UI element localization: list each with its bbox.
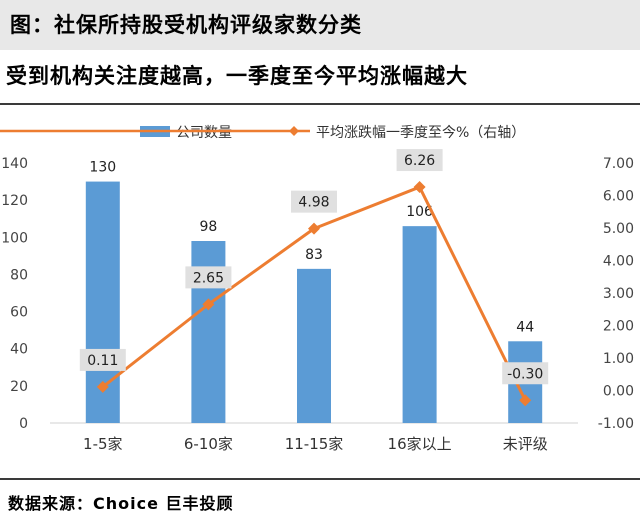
bar-series bbox=[85, 181, 543, 423]
left-tick-label: 140 bbox=[1, 156, 28, 172]
category-axis: 1-5家 6-10家 11-15家 16家以上 未评级 bbox=[83, 435, 548, 453]
bar-value-label: 98 bbox=[199, 219, 217, 235]
bar-value-label: 106 bbox=[406, 204, 433, 220]
bar bbox=[402, 226, 437, 423]
line-label-box bbox=[396, 149, 443, 172]
line-marker bbox=[202, 298, 215, 311]
source-note: 数据来源：Choice 巨丰投顾 bbox=[8, 494, 234, 513]
category-label: 1-5家 bbox=[83, 435, 123, 453]
line-value-labels: 0.11 2.65 4.98 6.26 -0.30 bbox=[79, 149, 549, 385]
figure-title: 图：社保所持股受机构评级家数分类 bbox=[10, 13, 362, 37]
legend-label-bars: 公司数量 bbox=[176, 125, 232, 141]
left-tick-label: 40 bbox=[10, 342, 28, 358]
left-tick-label: 60 bbox=[10, 305, 28, 321]
bar-value-label: 44 bbox=[516, 319, 534, 335]
chart-legend: 公司数量 平均涨跌幅一季度至今%（右轴） bbox=[0, 125, 525, 141]
line-value-label: 2.65 bbox=[193, 270, 224, 286]
category-label: 未评级 bbox=[503, 435, 548, 453]
line-value-label: 4.98 bbox=[298, 195, 329, 211]
right-tick-label: 2.00 bbox=[603, 319, 634, 335]
legend-marker-line bbox=[289, 126, 299, 136]
category-label: 6-10家 bbox=[184, 435, 233, 453]
line-label-box bbox=[79, 348, 126, 371]
line-marker bbox=[308, 222, 320, 235]
legend-label-line: 平均涨跌幅一季度至今%（右轴） bbox=[316, 125, 525, 141]
line-value-label: -0.30 bbox=[507, 366, 543, 382]
left-tick-label: 80 bbox=[10, 267, 28, 283]
left-axis: 0 20 40 60 80 100 120 140 bbox=[1, 156, 28, 432]
header-bar: 图：社保所持股受机构评级家数分类 bbox=[0, 0, 640, 50]
line-marker bbox=[413, 181, 426, 194]
combo-chart: 公司数量 平均涨跌幅一季度至今%（右轴） 020406080100120140 … bbox=[0, 125, 634, 453]
line-value-label: 0.11 bbox=[87, 353, 118, 369]
left-tick-label: 0 bbox=[19, 416, 28, 432]
right-axis: -1.00 0.00 1.00 2.00 3.00 4.00 5.00 6.00 7.00 bbox=[598, 156, 634, 432]
right-tick-label: 4.00 bbox=[603, 254, 634, 270]
right-tick-label: 0.00 bbox=[603, 384, 634, 400]
left-tick-label: 100 bbox=[1, 230, 28, 246]
right-tick-label: 3.00 bbox=[603, 286, 634, 302]
bar-value-label: 83 bbox=[305, 247, 323, 263]
line-label-box bbox=[291, 190, 337, 213]
right-tick-label: 5.00 bbox=[603, 221, 634, 237]
right-tick-label: -1.00 bbox=[598, 416, 634, 432]
bar-value-labels: 130 98 83 106 44 bbox=[89, 160, 534, 336]
left-tick-label: 20 bbox=[10, 379, 28, 395]
subtitle-divider bbox=[0, 103, 640, 105]
bar-value-label: 130 bbox=[89, 160, 116, 176]
line-label-box bbox=[185, 266, 232, 289]
footer-divider bbox=[0, 478, 640, 480]
category-label: 16家以上 bbox=[388, 435, 452, 453]
figure-subtitle: 受到机构关注度越高，一季度至今平均涨幅越大 bbox=[6, 64, 468, 88]
right-tick-label: 1.00 bbox=[603, 351, 634, 367]
category-label: 11-15家 bbox=[285, 435, 344, 453]
right-tick-label: 7.00 bbox=[603, 156, 634, 172]
left-tick-label: 120 bbox=[1, 193, 28, 209]
line-value-label: 6.26 bbox=[404, 153, 435, 169]
line-marker bbox=[519, 394, 532, 407]
bar bbox=[297, 268, 331, 423]
line-marker bbox=[96, 380, 109, 393]
right-tick-label: 6.00 bbox=[603, 189, 634, 205]
line-series bbox=[96, 181, 532, 407]
line-label-box bbox=[502, 362, 549, 385]
